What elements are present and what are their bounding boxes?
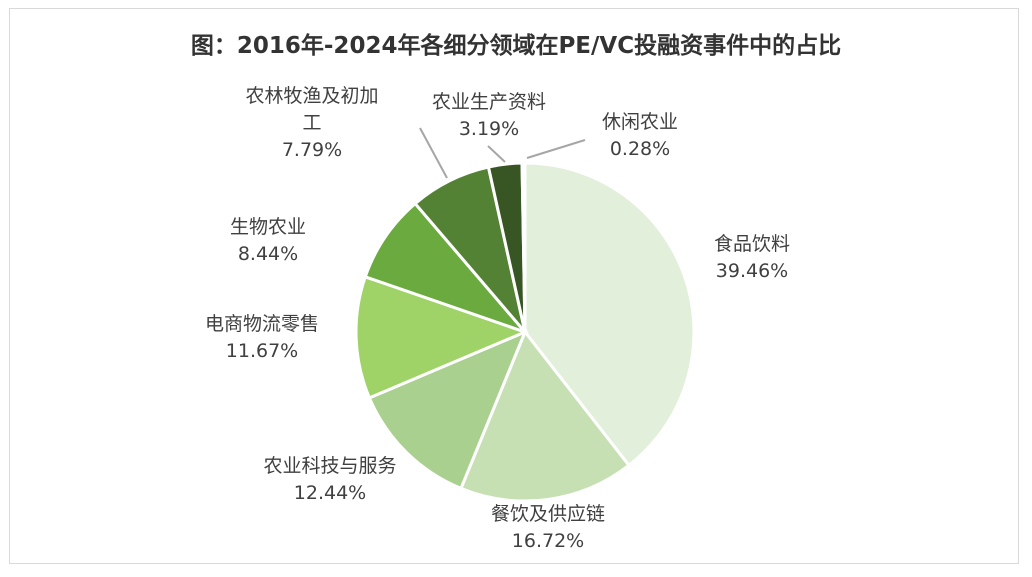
pie-slice-1	[459, 329, 631, 503]
chart-frame	[9, 8, 1019, 564]
slice-label: 电商物流零售 11.67%	[205, 313, 319, 362]
pie-slice-3	[354, 274, 530, 400]
pie-slice-0	[523, 161, 696, 468]
slice-label: 农业生产资料 3.19%	[432, 91, 546, 140]
slice-label: 生物农业 8.44%	[230, 216, 306, 265]
slice-label: 农业科技与服务 12.44%	[263, 455, 396, 504]
slice-label: 休闲农业 0.28%	[602, 111, 678, 160]
pie-slice-2	[367, 329, 528, 491]
leader-line	[526, 139, 586, 159]
pie-slice-7	[520, 161, 527, 333]
chart-title: 图：2016年-2024年各细分领域在PE/VC投融资事件中的占比	[190, 33, 842, 59]
slice-label: 食品饮料 39.46%	[714, 233, 790, 282]
leader-line	[419, 127, 448, 179]
slice-label: 农林牧渔及初加工 7.79%	[245, 85, 378, 161]
pie-slice-4	[363, 201, 530, 336]
slice-label: 餐饮及供应链 16.72%	[491, 503, 605, 552]
leader-line	[487, 145, 506, 163]
